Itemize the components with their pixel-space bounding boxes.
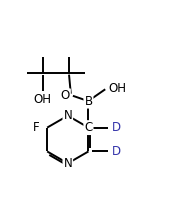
Text: B: B xyxy=(84,95,93,108)
Text: F: F xyxy=(33,121,39,134)
Text: N: N xyxy=(63,157,72,170)
Text: D: D xyxy=(111,145,121,158)
Text: D: D xyxy=(111,121,121,134)
Text: N: N xyxy=(63,109,72,122)
Text: OH: OH xyxy=(108,82,126,95)
Text: OH: OH xyxy=(33,93,52,106)
Text: C: C xyxy=(84,121,93,134)
Text: O: O xyxy=(61,89,70,102)
